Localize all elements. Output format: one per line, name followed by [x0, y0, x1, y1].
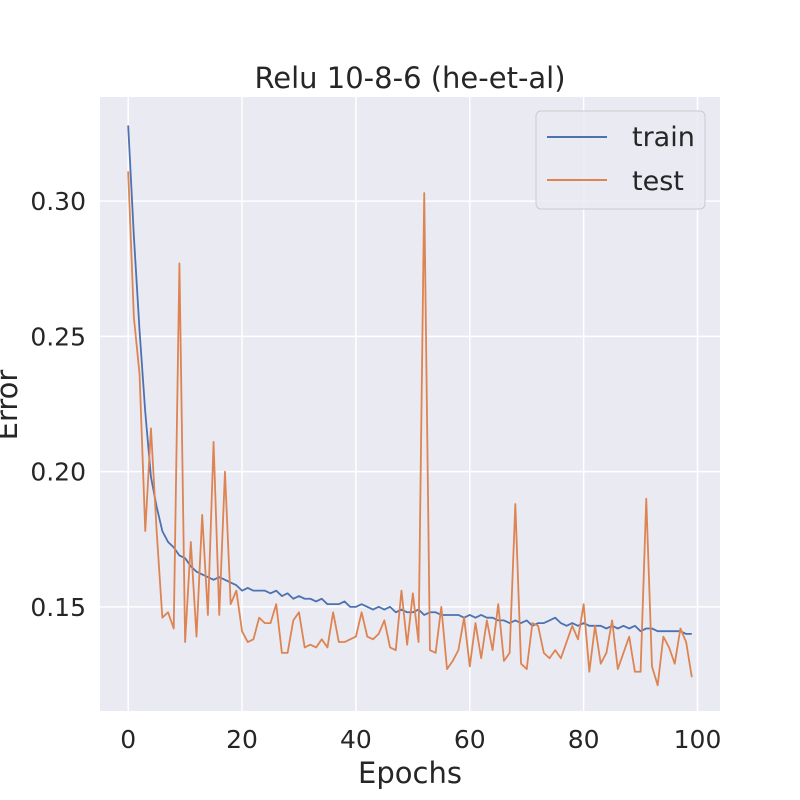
x-tick-label: 0 [120, 725, 136, 754]
series-line-test [127, 171, 693, 687]
x-tick-label: 60 [454, 725, 486, 754]
tick-labels: 0 20 40 60 80 100 0.15 0.20 0.25 0.30 [30, 187, 721, 754]
x-tick-label: 40 [340, 725, 372, 754]
legend-label-train: train [632, 122, 695, 153]
y-tick-label: 0.20 [30, 458, 86, 487]
y-tick-label: 0.25 [30, 322, 86, 351]
x-tick-label: 80 [568, 725, 600, 754]
y-tick-label: 0.30 [30, 187, 86, 216]
x-axis-label: Epochs [358, 756, 462, 790]
chart-title: Relu 10-8-6 (he-et-al) [254, 61, 565, 95]
x-tick-label: 20 [226, 725, 258, 754]
y-tick-label: 0.15 [30, 593, 86, 622]
legend-box [535, 110, 706, 210]
x-tick-label: 100 [674, 725, 722, 754]
legend: train test [535, 110, 706, 210]
y-axis-label: Error [0, 370, 24, 441]
legend-label-test: test [632, 166, 684, 197]
series-lines [127, 125, 693, 687]
